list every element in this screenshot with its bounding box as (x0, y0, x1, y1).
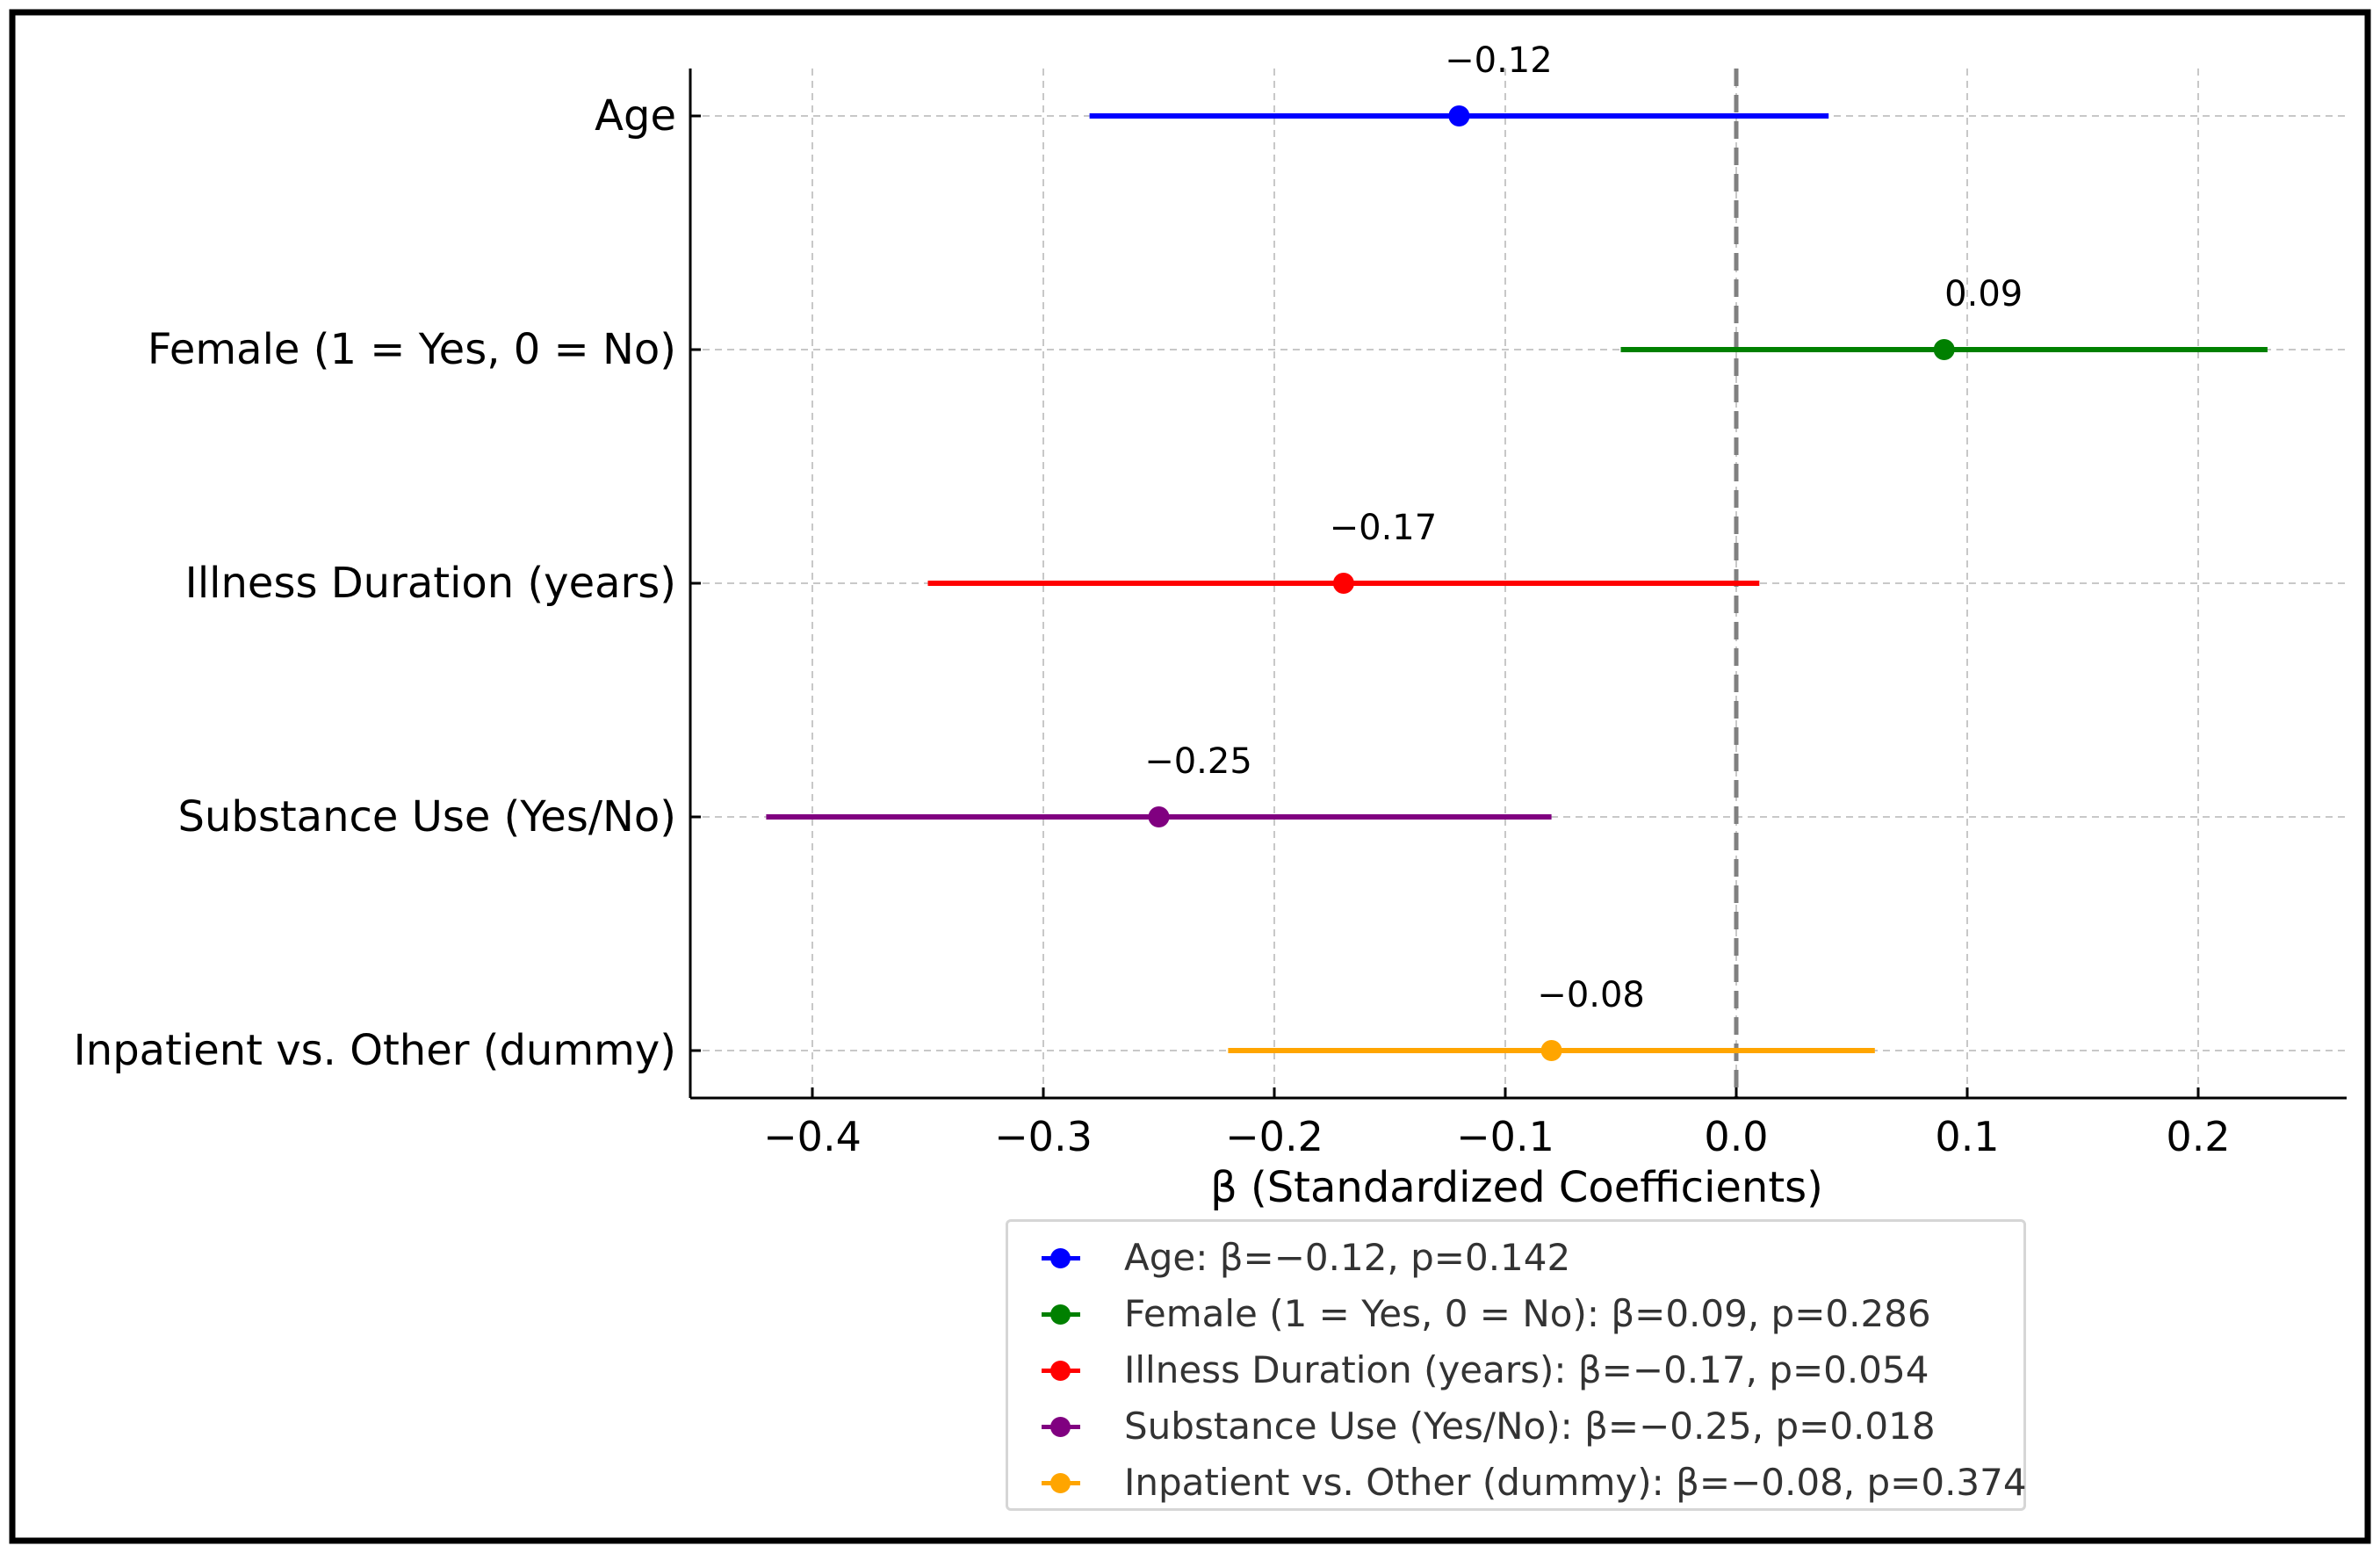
legend-label: Illness Duration (years): β=−0.17, p=0.0… (1124, 1348, 1929, 1391)
legend-label: Substance Use (Yes/No): β=−0.25, p=0.018 (1124, 1405, 1936, 1448)
legend-label: Age: β=−0.12, p=0.142 (1124, 1236, 1571, 1279)
estimate-point (1933, 339, 1955, 360)
x-tick-label: −0.1 (1456, 1113, 1554, 1160)
y-tick-label: Age (595, 91, 676, 141)
estimate-label: −0.12 (1445, 40, 1553, 81)
x-tick-label: −0.4 (763, 1113, 862, 1160)
legend-item: Female (1 = Yes, 0 = No): β=0.09, p=0.28… (1008, 1287, 2023, 1343)
x-tick-label: 0.1 (1935, 1113, 1999, 1160)
estimate-point (1148, 806, 1170, 827)
estimate-label: −0.08 (1537, 975, 1645, 1015)
x-axis-label: β (Standardized Coefficients) (1210, 1163, 1823, 1212)
legend-item: Inpatient vs. Other (dummy): β=−0.08, p=… (1008, 1455, 2027, 1512)
estimate-label: 0.09 (1944, 274, 2023, 314)
estimate-point (1448, 105, 1470, 126)
y-tick-label: Inpatient vs. Other (dummy) (74, 1026, 676, 1075)
legend-label: Female (1 = Yes, 0 = No): β=0.09, p=0.28… (1124, 1292, 1931, 1335)
x-tick-label: −0.2 (1225, 1113, 1323, 1160)
y-tick-label: Female (1 = Yes, 0 = No) (148, 325, 676, 374)
legend-item: Substance Use (Yes/No): β=−0.25, p=0.018 (1008, 1399, 2023, 1455)
x-tick-label: −0.3 (994, 1113, 1093, 1160)
estimate-point (1540, 1040, 1562, 1061)
legend: Age: β=−0.12, p=0.142 Female (1 = Yes, 0 … (1006, 1219, 2027, 1512)
legend-item: Age: β=−0.12, p=0.142 (1008, 1231, 2023, 1287)
legend-marker-dot (1050, 1361, 1071, 1381)
estimate-label: −0.25 (1144, 741, 1252, 782)
legend-label: Inpatient vs. Other (dummy): β=−0.08, p=… (1124, 1461, 2027, 1504)
legend-item: Illness Duration (years): β=−0.17, p=0.0… (1008, 1343, 2023, 1399)
legend-marker-dot (1050, 1473, 1071, 1493)
y-tick-label: Illness Duration (years) (185, 559, 676, 608)
estimate-point (1332, 573, 1354, 594)
legend-marker-dot (1050, 1304, 1071, 1325)
x-tick-label: 0.2 (2166, 1113, 2230, 1160)
legend-marker-dot (1050, 1417, 1071, 1437)
y-tick-label: Substance Use (Yes/No) (177, 792, 676, 842)
estimate-label: −0.17 (1330, 508, 1438, 548)
x-tick-label: 0.0 (1704, 1113, 1768, 1160)
legend-marker-dot (1050, 1248, 1071, 1268)
